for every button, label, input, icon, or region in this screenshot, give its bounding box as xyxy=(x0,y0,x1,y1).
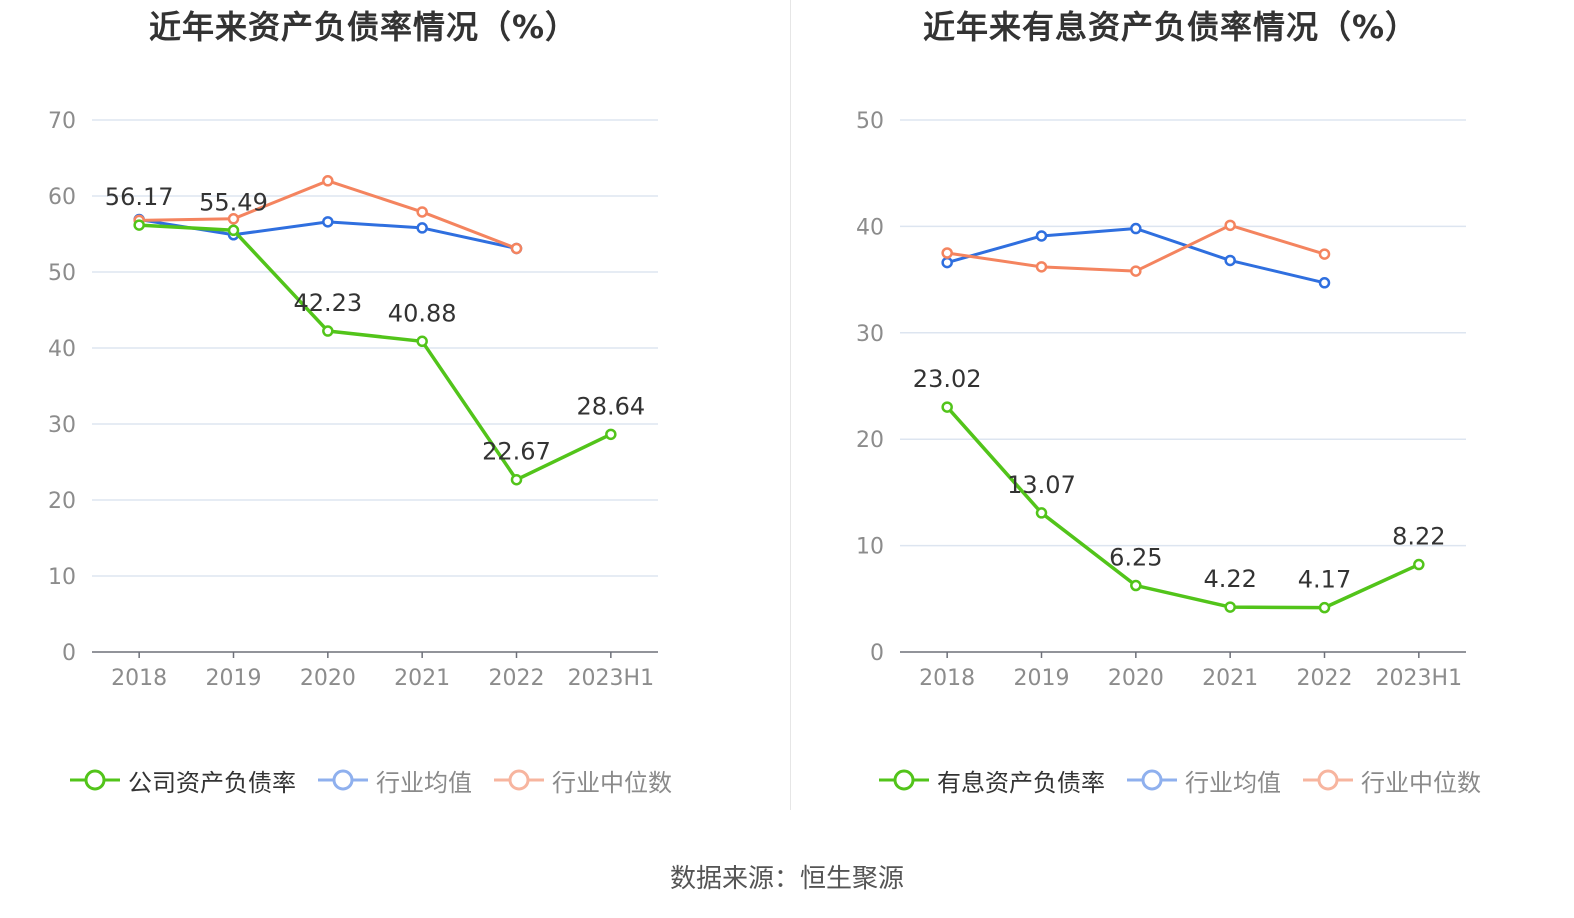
legend-line-circle-icon xyxy=(1127,769,1177,791)
legend-item-interest-bearing[interactable]: 有息资产负债率 xyxy=(879,763,1105,798)
data-point xyxy=(1224,219,1236,232)
data-point xyxy=(1035,261,1048,273)
legend-item-industry-mean[interactable]: 行业均值 xyxy=(1127,763,1281,798)
data-source: 数据来源：恒生聚源 xyxy=(669,864,904,894)
x-tick-label: 2018 xyxy=(111,666,167,691)
data-point xyxy=(1224,601,1236,613)
legend-item-company[interactable]: 公司资产负债率 xyxy=(70,763,296,798)
chart-legend: 公司资产负债率 行业均值 行业中位数 xyxy=(70,760,694,800)
y-tick-label: 0 xyxy=(62,641,76,666)
left-chart-panel: 近年来资产负债率情况（%） 0 10 20 30 40 50 60 70 2018 2019 202… xyxy=(0,0,787,820)
y-tick-label: 40 xyxy=(856,215,884,240)
data-point xyxy=(941,256,953,269)
data-point xyxy=(510,473,523,486)
data-point xyxy=(227,213,240,225)
y-tick-label: 30 xyxy=(48,413,76,438)
data-point xyxy=(322,325,334,337)
data-point xyxy=(133,219,145,231)
x-tick-label: 2022 xyxy=(489,666,545,691)
legend-line-circle-icon xyxy=(318,769,368,791)
y-tick-label: 0 xyxy=(870,641,884,666)
x-tick-label: 2023H1 xyxy=(568,666,655,691)
x-tick-label: 2021 xyxy=(394,666,450,691)
data-point xyxy=(1035,230,1048,242)
series-line xyxy=(139,223,612,482)
y-tick-label: 20 xyxy=(856,428,884,453)
chart-svg: 0 10 20 30 40 50 2018 2019 2020 2021 2022 2023H1 23.… xyxy=(856,109,1466,691)
data-point xyxy=(1318,601,1331,614)
data-label: 22.67 xyxy=(482,438,551,466)
chart-title: 近年来资产负债率情况（%） xyxy=(148,8,579,46)
legend-line-circle-icon xyxy=(494,769,544,791)
data-label: 55.49 xyxy=(199,188,268,216)
data-label: 23.02 xyxy=(913,365,982,393)
series-line xyxy=(945,405,1420,610)
legend-item-industry-median[interactable]: 行业中位数 xyxy=(494,763,672,798)
data-point xyxy=(510,242,523,255)
data-point xyxy=(416,335,428,348)
y-tick-label: 50 xyxy=(48,261,76,286)
chart-svg: 0 10 20 30 40 50 60 70 2018 2019 2020 2021 2022 2023H… xyxy=(48,109,658,691)
legend-line-circle-icon xyxy=(70,769,120,791)
data-point xyxy=(941,401,953,413)
x-tick-label: 2019 xyxy=(1014,666,1070,691)
legend-label: 行业均值 xyxy=(376,768,472,797)
y-tick-label: 50 xyxy=(856,109,884,134)
data-point xyxy=(227,224,240,237)
chart-legend: 有息资产负债率 行业均值 行业中位数 xyxy=(879,760,1503,800)
data-label: 56.17 xyxy=(105,183,174,211)
legend-item-industry-mean[interactable]: 行业均值 xyxy=(318,763,472,798)
y-tick-label: 20 xyxy=(48,489,76,514)
data-point xyxy=(1413,558,1425,571)
data-point xyxy=(1130,579,1142,592)
data-label: 13.07 xyxy=(1007,471,1076,499)
x-tick-label: 2020 xyxy=(1108,666,1164,691)
data-point xyxy=(605,428,617,441)
panel-divider xyxy=(790,0,791,810)
data-point xyxy=(1130,265,1142,277)
y-tick-label: 30 xyxy=(856,322,884,347)
legend-label: 行业中位数 xyxy=(1361,768,1481,797)
data-label: 28.64 xyxy=(576,392,645,420)
y-tick-label: 10 xyxy=(856,535,884,560)
data-point xyxy=(416,222,428,234)
data-point xyxy=(1035,507,1048,519)
data-point xyxy=(416,206,428,218)
y-tick-label: 70 xyxy=(48,109,76,134)
y-tick-label: 60 xyxy=(48,185,76,210)
legend-label: 有息资产负债率 xyxy=(937,768,1105,797)
data-label: 6.25 xyxy=(1109,544,1162,572)
data-label: 40.88 xyxy=(388,299,457,327)
legend-line-circle-icon xyxy=(1303,769,1353,791)
y-tick-label: 10 xyxy=(48,565,76,590)
y-tick-label: 40 xyxy=(48,337,76,362)
x-tick-label: 2022 xyxy=(1297,666,1353,691)
x-tick-label: 2023H1 xyxy=(1376,666,1463,691)
x-tick-label: 2021 xyxy=(1202,666,1258,691)
data-point xyxy=(1130,222,1142,235)
chart-title: 近年来有息资产负债率情况（%） xyxy=(922,8,1419,46)
data-point xyxy=(322,175,334,187)
legend-label: 行业均值 xyxy=(1185,768,1281,797)
data-point xyxy=(1318,277,1331,289)
series-line xyxy=(139,179,518,250)
data-point xyxy=(322,216,334,228)
data-point xyxy=(1224,254,1236,267)
data-point xyxy=(1318,248,1331,260)
legend-label: 公司资产负债率 xyxy=(128,768,296,797)
data-label: 4.17 xyxy=(1298,566,1351,594)
right-chart-panel: 近年来有息资产负债率情况（%） 0 10 20 30 40 50 2018 2019 2020 2… xyxy=(787,0,1574,820)
legend-item-industry-median[interactable]: 行业中位数 xyxy=(1303,763,1481,798)
legend-line-circle-icon xyxy=(879,769,929,791)
data-label: 4.22 xyxy=(1203,565,1256,593)
x-tick-label: 2020 xyxy=(300,666,356,691)
x-tick-label: 2018 xyxy=(919,666,975,691)
legend-label: 行业中位数 xyxy=(552,768,672,797)
x-tick-label: 2019 xyxy=(206,666,262,691)
data-point xyxy=(941,247,953,259)
data-label: 42.23 xyxy=(293,289,362,317)
data-label: 8.22 xyxy=(1392,523,1445,551)
